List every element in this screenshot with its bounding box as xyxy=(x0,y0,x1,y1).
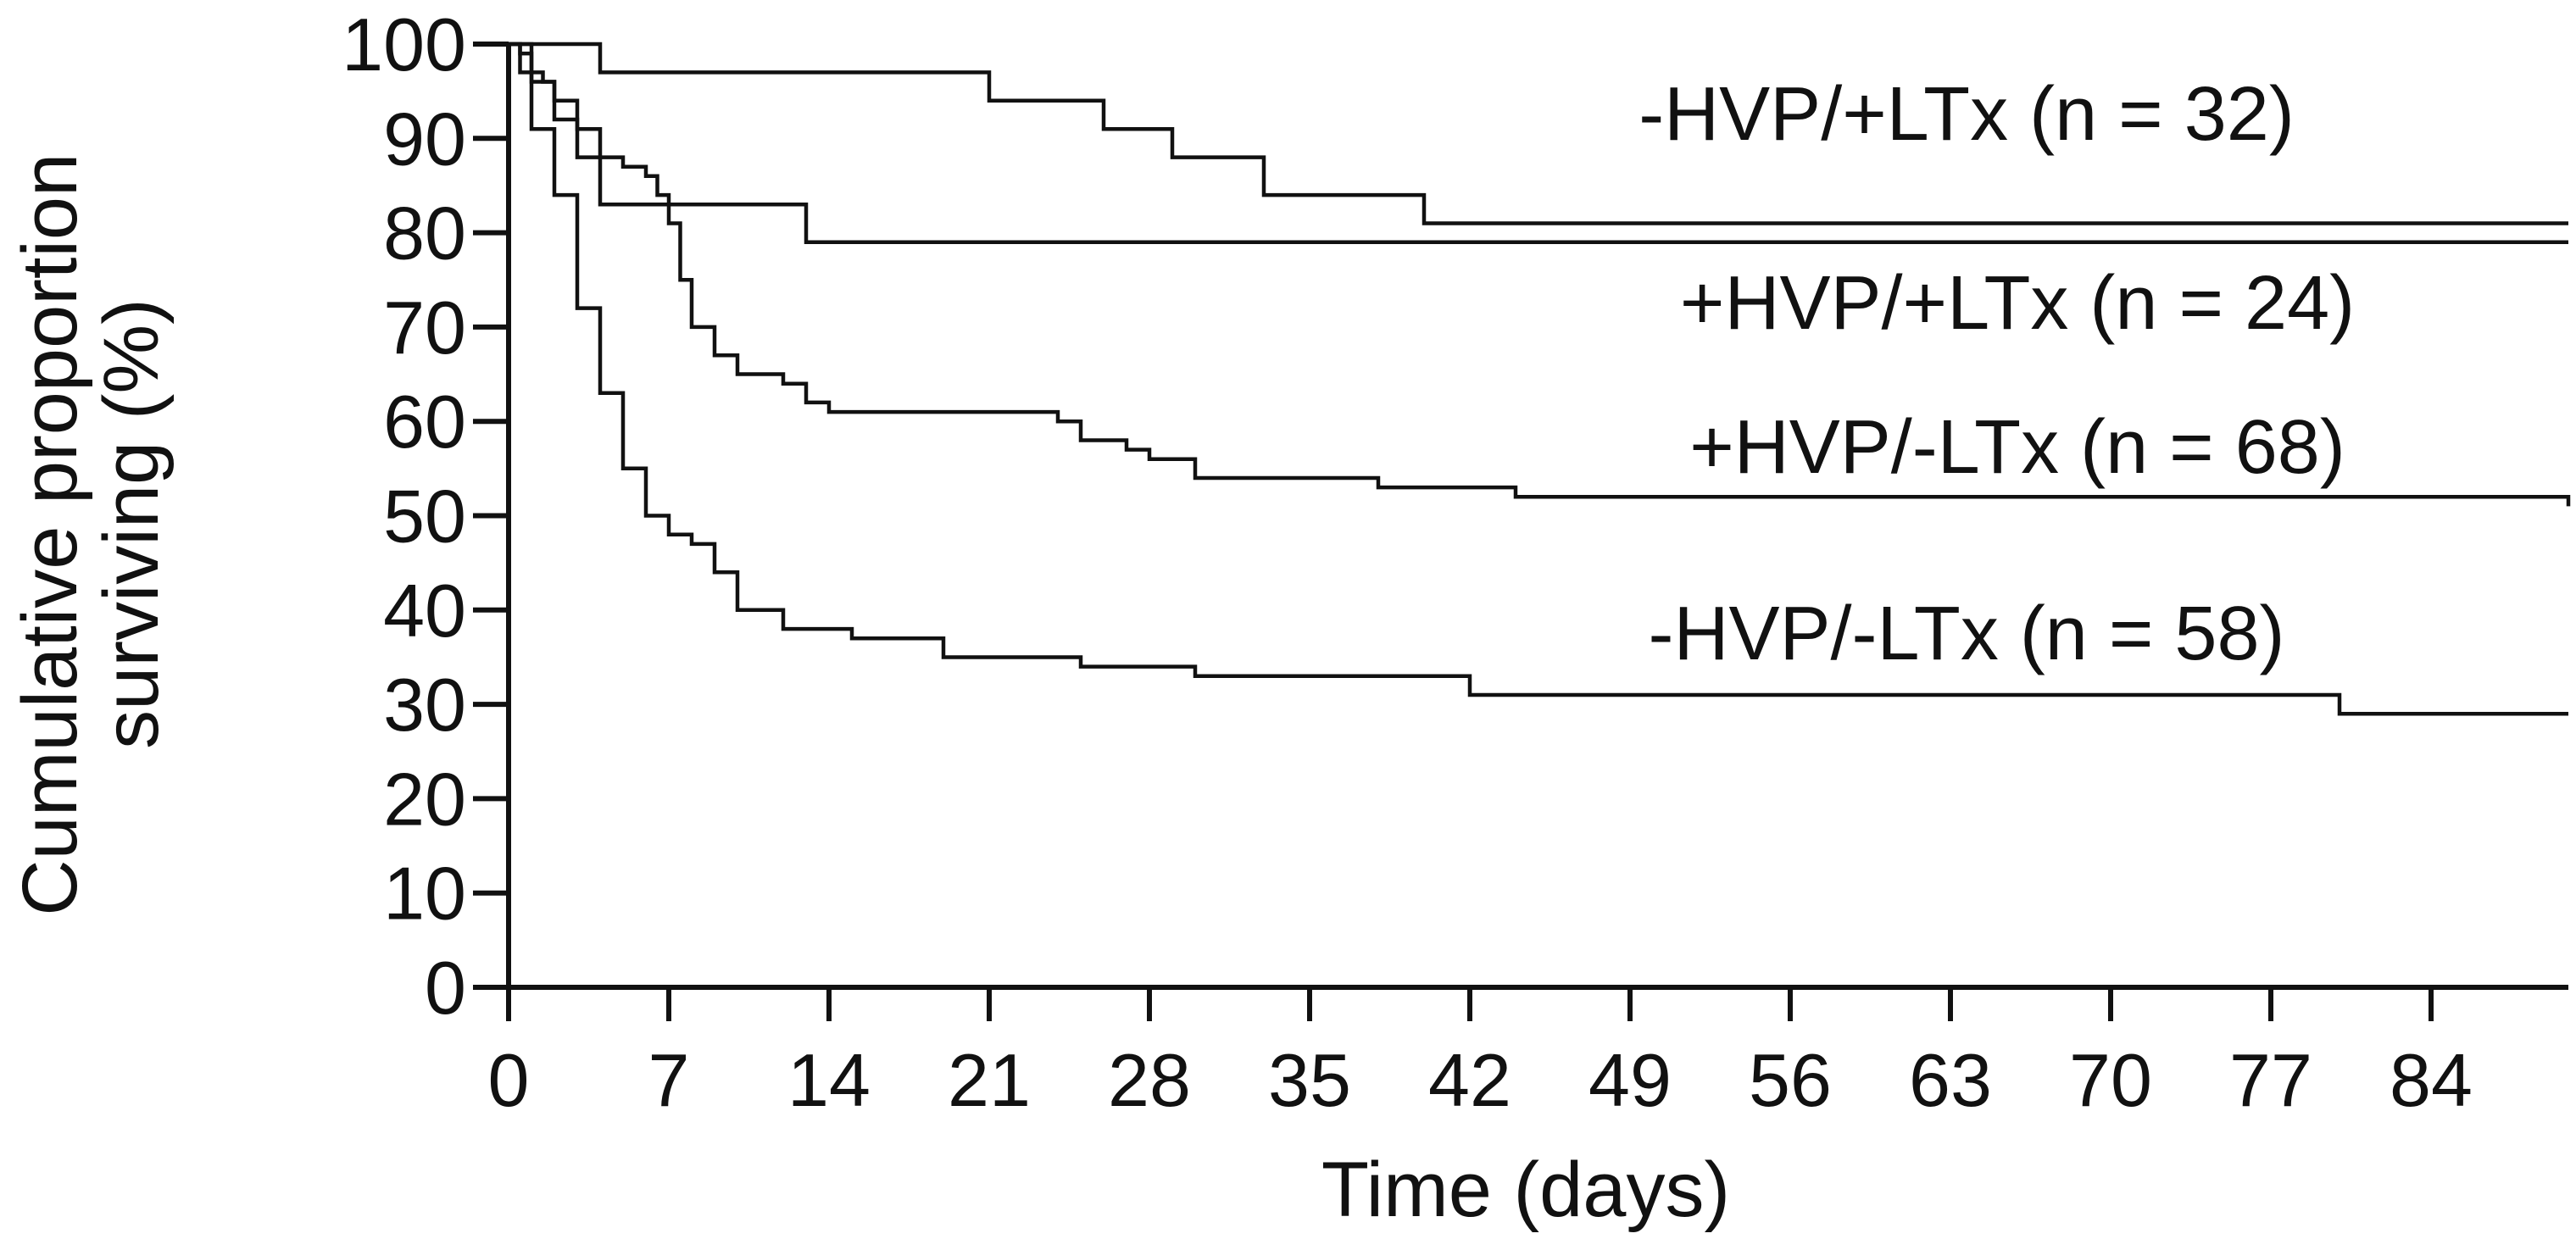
x-tick-label: 77 xyxy=(2229,1038,2312,1122)
survival-curve-1 xyxy=(509,42,2568,225)
x-axis-title: Time (days) xyxy=(1321,1147,1730,1233)
x-tick-label: 56 xyxy=(1749,1038,1832,1122)
y-tick-label: 80 xyxy=(383,192,466,275)
x-tick-label: 63 xyxy=(1909,1038,1992,1122)
x-tick-label: 70 xyxy=(2069,1038,2152,1122)
series-label-3: +HVP/-LTx (n = 68) xyxy=(1689,405,2345,490)
series-label-4: -HVP/-LTx (n = 58) xyxy=(1648,592,2284,676)
survival-curves xyxy=(509,42,2571,716)
y-tick-label: 60 xyxy=(383,380,466,464)
x-tick-label: 0 xyxy=(488,1038,530,1122)
x-tick-label: 49 xyxy=(1588,1038,1672,1122)
y-tick-label: 70 xyxy=(383,286,466,369)
y-tick-label: 30 xyxy=(383,663,466,747)
y-axis: 0 10 20 30 40 50 60 70 80 90 100 xyxy=(342,3,511,1030)
x-tick-label: 7 xyxy=(648,1038,690,1122)
x-tick-label: 42 xyxy=(1428,1038,1511,1122)
series-label-2: +HVP/+LTx (n = 24) xyxy=(1680,261,2355,346)
y-tick-label: 100 xyxy=(342,3,466,86)
survival-curve-4 xyxy=(509,42,2568,716)
y-axis-title-line-2: surviving (%) xyxy=(88,298,175,749)
x-tick-label: 21 xyxy=(948,1038,1031,1122)
x-tick-label: 84 xyxy=(2390,1038,2473,1122)
y-axis-title-line-1: Cumulative proportion xyxy=(7,153,93,916)
y-tick-label: 10 xyxy=(383,852,466,936)
x-tick-label: 28 xyxy=(1108,1038,1191,1122)
y-tick-label: 20 xyxy=(383,757,466,841)
y-axis-title: Cumulative proportion surviving (%) xyxy=(7,131,175,916)
x-axis: 0 7 14 21 28 35 42 49 56 63 70 77 84 xyxy=(488,985,2568,1122)
series-labels: -HVP/+LTx (n = 32) +HVP/+LTx (n = 24) +HVP… xyxy=(1639,72,2355,676)
y-tick-label: 0 xyxy=(425,946,466,1030)
y-tick-label: 40 xyxy=(383,569,466,653)
x-tick-label: 14 xyxy=(787,1038,871,1122)
y-tick-label: 90 xyxy=(383,97,466,181)
survival-curve-3 xyxy=(509,42,2571,507)
x-tick-label: 35 xyxy=(1268,1038,1351,1122)
series-label-1: -HVP/+LTx (n = 32) xyxy=(1639,72,2295,157)
y-tick-label: 50 xyxy=(383,475,466,558)
